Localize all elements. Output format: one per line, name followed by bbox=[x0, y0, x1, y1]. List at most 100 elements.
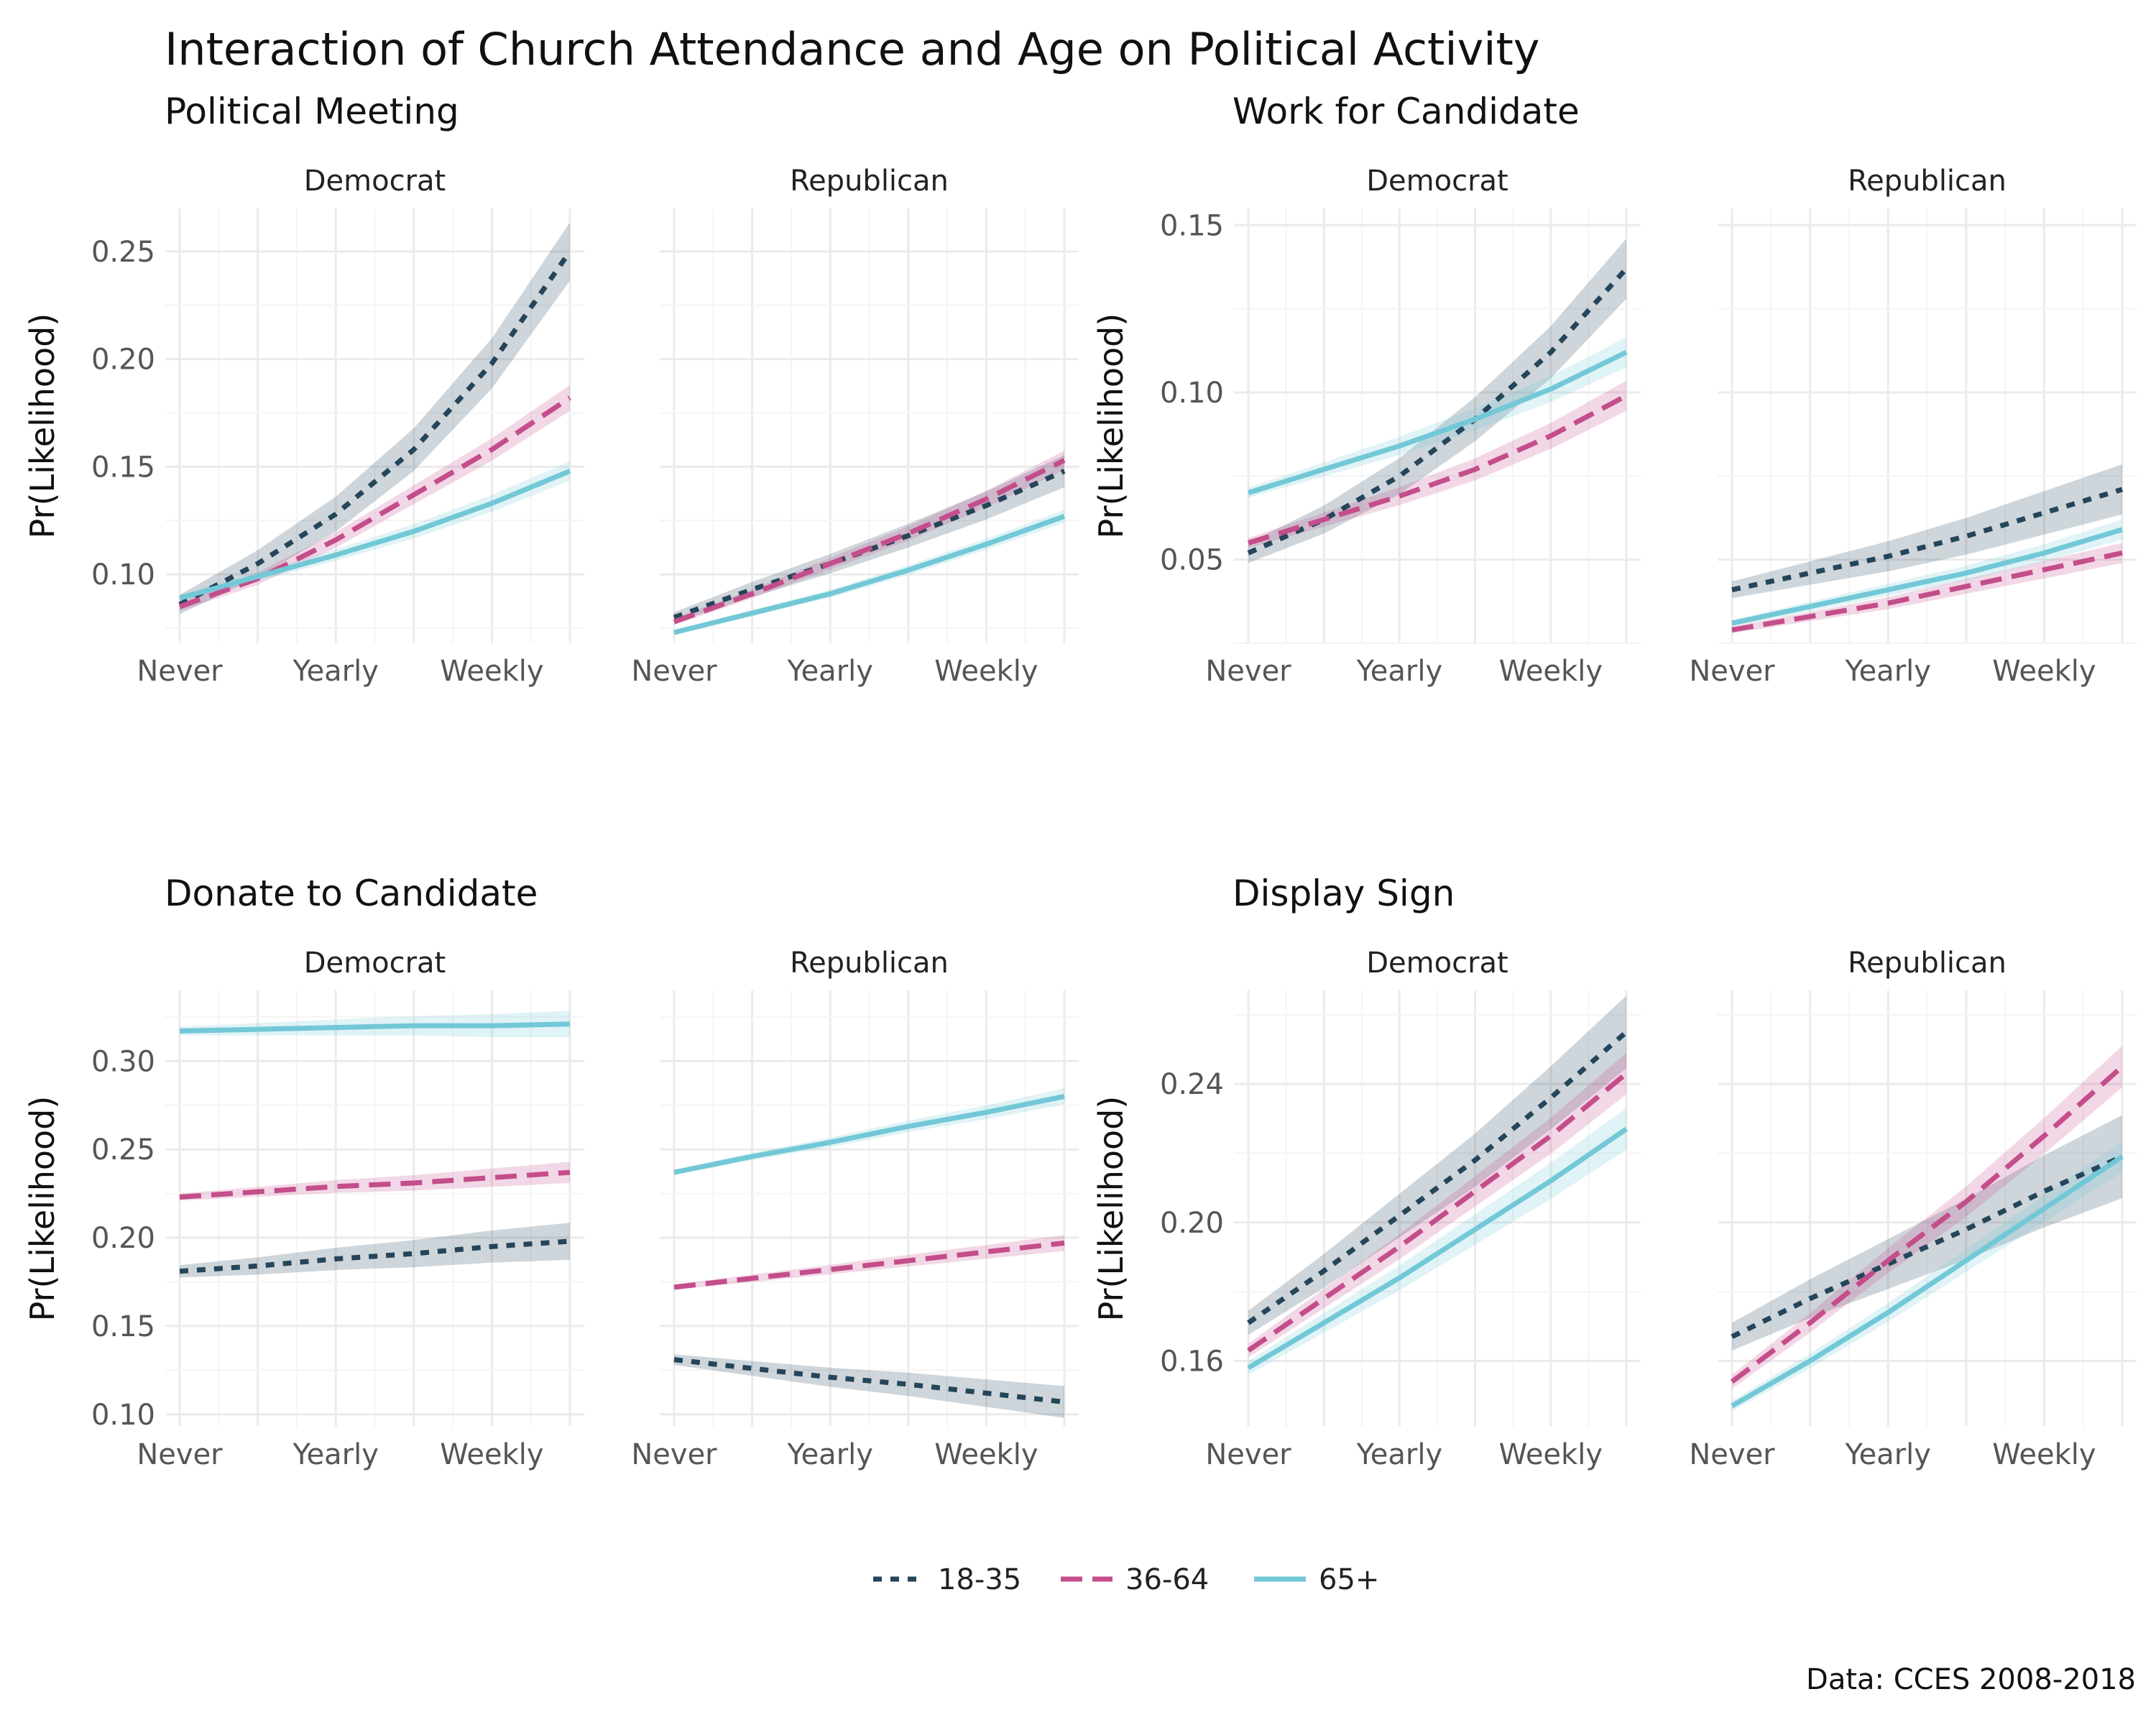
legend-label: 65+ bbox=[1319, 1563, 1379, 1596]
panel-republican: Republican Never Yearly Weekly bbox=[631, 165, 1079, 688]
series-line-65+ bbox=[1731, 527, 2124, 626]
facet-grid: Political Meeting Democrat 0.10 0.15 0.20 0.2… bbox=[23, 91, 2137, 1471]
series-line-36-64 bbox=[1247, 1071, 1628, 1353]
x-tick-label: Never bbox=[631, 655, 717, 688]
ci-band-18-35 bbox=[180, 1223, 570, 1278]
ci-band-36-64 bbox=[1248, 1052, 1626, 1358]
panel-democrat: Democrat 0.10 0.15 0.20 0.25 Pr(Likelihood) Ne… bbox=[23, 165, 584, 688]
x-tick-label: Yearly bbox=[1844, 655, 1930, 688]
series-line-36-64 bbox=[1247, 393, 1628, 546]
facet-group-title: Donate to Candidate bbox=[165, 873, 538, 914]
y-tick-label: 0.15 bbox=[1160, 209, 1224, 242]
y-tick-label: 0.20 bbox=[91, 344, 155, 377]
x-tick-label: Never bbox=[137, 1438, 223, 1471]
ci-band-36-64 bbox=[1732, 1046, 2122, 1389]
y-axis-label: Pr(Likelihood) bbox=[1092, 313, 1130, 539]
legend-item-65+: 65+ bbox=[1254, 1563, 1379, 1596]
ci-band-18-35 bbox=[674, 1354, 1064, 1418]
x-tick-label: Never bbox=[137, 655, 223, 688]
series-line-18-35 bbox=[1247, 267, 1628, 556]
ci-band-65+ bbox=[1248, 1108, 1626, 1375]
series-line-18-35 bbox=[179, 1238, 571, 1274]
x-tick-label: Yearly bbox=[292, 655, 378, 688]
y-tick-label: 0.20 bbox=[91, 1222, 155, 1255]
series-line-65+ bbox=[673, 513, 1066, 635]
series-line-18-35 bbox=[1731, 1154, 2124, 1339]
legend-item-36-64: 36-64 bbox=[1061, 1563, 1209, 1596]
y-tick-label: 0.10 bbox=[1160, 377, 1224, 410]
y-axis-label: Pr(Likelihood) bbox=[23, 313, 62, 539]
x-tick-label: Yearly bbox=[1844, 1438, 1930, 1471]
x-tick-label: Weekly bbox=[1499, 1438, 1603, 1471]
x-tick-label: Never bbox=[1689, 1438, 1775, 1471]
series-line-18-35 bbox=[1247, 1030, 1628, 1325]
panel-democrat: Democrat 0.05 0.10 0.15 Pr(Likelihood) Never Y… bbox=[1092, 165, 1641, 688]
legend-label: 36-64 bbox=[1125, 1563, 1209, 1596]
x-tick-label: Weekly bbox=[440, 655, 543, 688]
y-tick-label: 0.10 bbox=[91, 558, 155, 592]
x-tick-label: Weekly bbox=[934, 1438, 1038, 1471]
ci-band-65+ bbox=[1732, 1141, 2122, 1412]
x-tick-label: Never bbox=[1689, 655, 1775, 688]
ci-band-18-35 bbox=[1732, 464, 2122, 599]
facet-group-4: Display Sign Democrat 0.16 0.20 0.24 Pr(Likel… bbox=[1092, 873, 2137, 1471]
x-tick-label: Never bbox=[631, 1438, 717, 1471]
series-line-18-35 bbox=[673, 1357, 1065, 1405]
series-line-36-64 bbox=[673, 1240, 1065, 1290]
x-tick-label: Weekly bbox=[1499, 655, 1603, 688]
y-tick-label: 0.15 bbox=[91, 451, 155, 484]
panel-strip-label: Republican bbox=[790, 947, 949, 980]
series-line-36-64 bbox=[673, 458, 1066, 625]
series-line-36-64 bbox=[179, 1169, 571, 1200]
y-tick-label: 0.25 bbox=[91, 236, 155, 269]
y-tick-label: 0.20 bbox=[1160, 1207, 1224, 1240]
y-tick-label: 0.10 bbox=[91, 1399, 155, 1432]
series-line-18-35 bbox=[178, 249, 572, 607]
chart-title: Interaction of Church Attendance and Age… bbox=[165, 23, 1540, 75]
x-tick-label: Weekly bbox=[1992, 1438, 2096, 1471]
panel-democrat: Democrat 0.10 0.15 0.20 0.25 0.30 Pr(Likelihoo… bbox=[23, 947, 584, 1471]
x-tick-label: Weekly bbox=[1992, 655, 2096, 688]
ci-band-18-35 bbox=[1248, 995, 1626, 1335]
series-line-65+ bbox=[1247, 1126, 1628, 1371]
panel-republican: Republican Never Yearly Weekly bbox=[1689, 165, 2137, 688]
x-tick-label: Never bbox=[1205, 655, 1291, 688]
series-line-65+ bbox=[179, 1021, 571, 1034]
ci-band-18-35 bbox=[180, 222, 570, 615]
series-line-36-64 bbox=[178, 395, 571, 610]
panel-strip-label: Republican bbox=[790, 165, 949, 198]
series-line-65+ bbox=[1247, 349, 1628, 495]
x-tick-label: Weekly bbox=[440, 1438, 543, 1471]
y-tick-label: 0.16 bbox=[1160, 1345, 1224, 1378]
y-tick-label: 0.24 bbox=[1160, 1068, 1224, 1101]
y-tick-label: 0.15 bbox=[91, 1310, 155, 1343]
x-tick-label: Yearly bbox=[1356, 1438, 1442, 1471]
chart-caption: Data: CCES 2008-2018 bbox=[1806, 1663, 2136, 1696]
y-axis-label: Pr(Likelihood) bbox=[23, 1096, 62, 1322]
panel-strip-label: Democrat bbox=[304, 947, 446, 980]
series-line-36-64 bbox=[1730, 1064, 2124, 1384]
series-line-18-35 bbox=[1731, 487, 2124, 592]
x-tick-label: Yearly bbox=[786, 1438, 872, 1471]
facet-group-1: Political Meeting Democrat 0.10 0.15 0.20 0.2… bbox=[23, 91, 1079, 688]
panel-strip-label: Republican bbox=[1848, 947, 2007, 980]
series-line-36-64 bbox=[1731, 550, 2123, 632]
panel-strip-label: Democrat bbox=[1366, 165, 1508, 198]
panel-democrat: Democrat 0.16 0.20 0.24 Pr(Likelihood) Never Y… bbox=[1092, 947, 1641, 1471]
series-line-65+ bbox=[673, 1094, 1065, 1175]
y-tick-label: 0.30 bbox=[91, 1045, 155, 1078]
legend: 18-35 36-64 65+ bbox=[873, 1563, 1379, 1596]
x-tick-label: Weekly bbox=[934, 655, 1038, 688]
x-tick-label: Yearly bbox=[1356, 655, 1442, 688]
series-line-18-35 bbox=[673, 469, 1066, 620]
legend-label: 18-35 bbox=[938, 1563, 1021, 1596]
facet-group-title: Political Meeting bbox=[165, 91, 459, 132]
facet-group-title: Display Sign bbox=[1233, 873, 1455, 914]
series-line-65+ bbox=[179, 469, 571, 601]
x-tick-label: Yearly bbox=[786, 655, 872, 688]
facet-group-title: Work for Candidate bbox=[1233, 91, 1580, 132]
panel-strip-label: Democrat bbox=[1366, 947, 1508, 980]
legend-item-18-35: 18-35 bbox=[873, 1563, 1021, 1596]
